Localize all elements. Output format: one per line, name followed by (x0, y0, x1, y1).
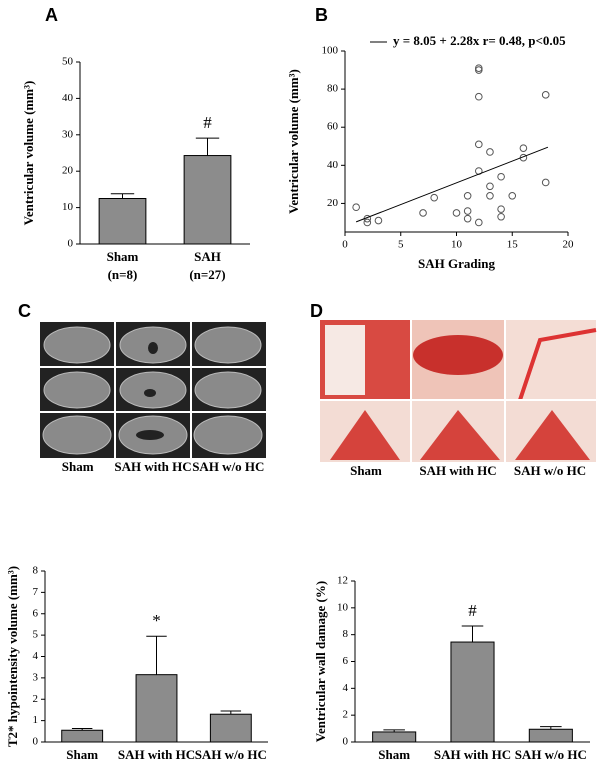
point (475, 218, 483, 227)
significance-marker: # (203, 113, 212, 132)
bar (183, 155, 232, 245)
x-tick-note: (n=8) (108, 267, 138, 282)
y-tick-label: 0 (343, 736, 349, 748)
x-tick-label: SAH with HC (434, 747, 511, 762)
image-label: SAH with HC (419, 463, 496, 478)
y-tick-label: 4 (343, 682, 349, 694)
bar (450, 641, 495, 743)
legend-text: y = 8.05 + 2.28x r= 0.48, p<0.05 (393, 33, 566, 48)
x-tick-label: 10 (451, 239, 463, 251)
y-tick-label: 2 (33, 693, 39, 705)
x-tick-label: SAH w/o HC (195, 747, 267, 762)
y-tick-label: 3 (33, 671, 39, 683)
point (463, 192, 472, 200)
point (475, 66, 483, 74)
y-tick-label: 0 (33, 736, 39, 748)
y-tick-label: 10 (337, 601, 349, 613)
y-axis-label: T2* hypointensity volume (mm³) (5, 566, 20, 747)
y-tick-label: 6 (33, 607, 39, 619)
point (374, 216, 383, 225)
significance-marker: * (152, 611, 161, 630)
image-label: SAH w/o HC (514, 463, 586, 478)
x-tick-label: Sham (66, 747, 98, 762)
image-label: Sham (350, 463, 382, 478)
y-axis-label: Ventricular volume (mm³) (286, 69, 301, 214)
y-tick-label: 1 (33, 714, 39, 726)
panel-letter: B (315, 5, 328, 25)
y-axis-label: Ventricular wall damage (%) (313, 581, 328, 742)
bar (372, 731, 417, 743)
y-tick-label: 8 (33, 565, 39, 577)
point (352, 203, 360, 212)
point (497, 205, 505, 213)
x-tick-label: Sham (378, 747, 410, 762)
x-tick-label: 20 (563, 239, 575, 251)
y-tick-label: 60 (327, 121, 339, 133)
y-tick-label: 2 (343, 709, 349, 721)
point (419, 209, 427, 217)
y-tick-label: 4 (33, 650, 39, 662)
bar (98, 198, 147, 245)
point (497, 212, 505, 221)
image-label: SAH w/o HC (192, 459, 264, 474)
y-tick-label: 80 (327, 83, 339, 95)
x-tick-label: 15 (507, 239, 519, 251)
point (475, 92, 483, 101)
y-tick-label: 0 (68, 238, 74, 250)
x-tick-label: 5 (398, 239, 404, 251)
x-tick-note: (n=27) (189, 267, 225, 282)
point (363, 218, 372, 227)
y-tick-label: 50 (62, 56, 74, 68)
point (486, 182, 494, 191)
y-tick-label: 12 (337, 575, 348, 587)
point (463, 207, 472, 215)
image-label: SAH with HC (114, 459, 191, 474)
x-tick-label: SAH w/o HC (515, 747, 587, 762)
y-tick-label: 10 (62, 201, 74, 213)
panel-letter: C (18, 301, 31, 321)
point (475, 64, 483, 72)
point (486, 192, 494, 200)
bar (61, 729, 104, 743)
bar (528, 728, 573, 743)
point (497, 172, 505, 181)
fit-line (355, 146, 549, 223)
point (452, 209, 461, 217)
panel-letter: A (45, 5, 58, 25)
x-tick-label: Sham (107, 249, 139, 264)
point (541, 91, 550, 99)
y-tick-label: 5 (33, 629, 39, 641)
image-label: Sham (62, 459, 94, 474)
significance-marker: # (468, 601, 477, 620)
y-tick-label: 7 (33, 586, 39, 598)
point (519, 144, 528, 152)
x-axis-label: SAH Grading (418, 256, 495, 271)
point (508, 192, 517, 200)
y-axis-label: Ventricular volume (mm³) (21, 81, 36, 226)
bar (209, 713, 252, 743)
y-tick-label: 100 (322, 45, 339, 57)
point (475, 140, 483, 149)
y-tick-label: 40 (327, 159, 339, 171)
x-tick-label: SAH with HC (118, 747, 195, 762)
y-tick-label: 40 (62, 92, 74, 104)
point (463, 214, 472, 223)
y-tick-label: 8 (343, 628, 349, 640)
y-tick-label: 6 (343, 655, 349, 667)
y-tick-label: 30 (62, 128, 74, 140)
x-tick-label: 0 (342, 239, 348, 251)
y-tick-label: 20 (62, 165, 74, 177)
histology-images (320, 320, 597, 462)
bar (135, 674, 178, 743)
point (541, 178, 550, 187)
point (486, 148, 494, 156)
mri-images (40, 322, 266, 458)
point (430, 193, 439, 202)
panel-letter: D (310, 301, 323, 321)
x-tick-label: SAH (194, 249, 221, 264)
y-tick-label: 20 (327, 197, 339, 209)
